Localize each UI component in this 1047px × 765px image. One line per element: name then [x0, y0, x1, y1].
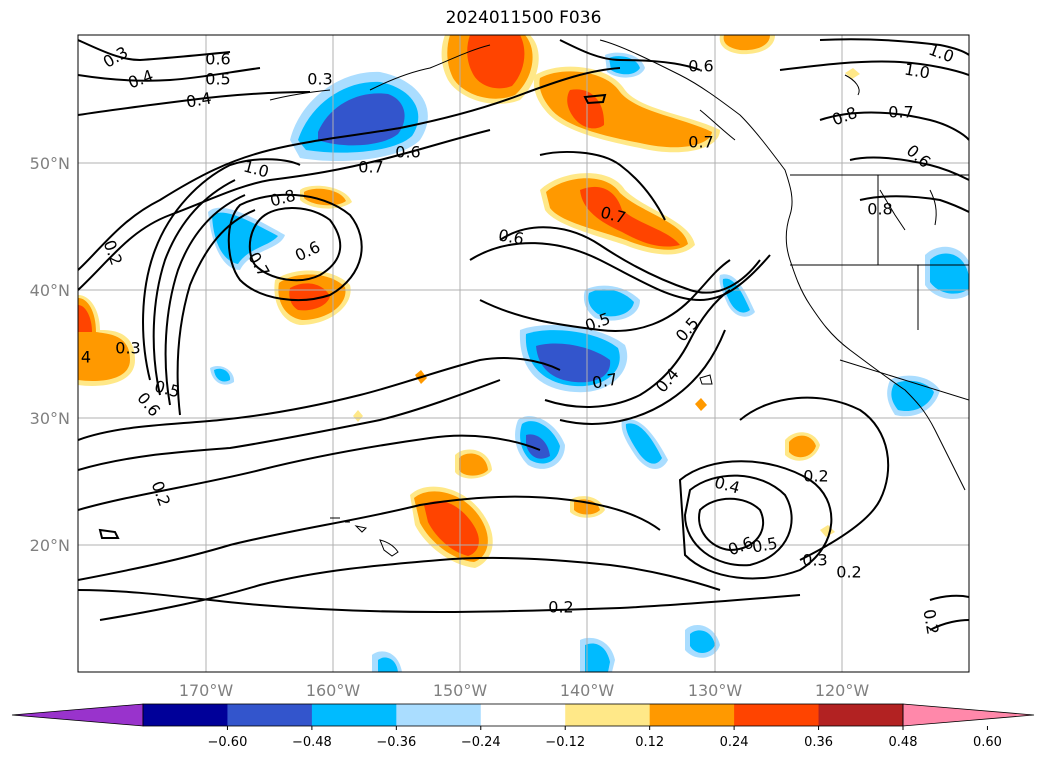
longitude-labels: 170°W 160°W 150°W 140°W 130°W 120°W [179, 681, 870, 700]
colorbar-tick-label: −0.36 [376, 735, 416, 750]
lon-label-140w: 140°W [560, 681, 615, 700]
coastlines [269, 39, 969, 557]
map-title: 2024011500 F036 [445, 8, 602, 28]
contour-label: 0.3 [802, 551, 827, 570]
contour-label: 0.2 [548, 598, 573, 617]
contour-label: 1.0 [903, 59, 931, 82]
contour-label: 0.5 [205, 70, 230, 89]
lon-label-150w: 150°W [433, 681, 488, 700]
contour-label: 0.4 [185, 88, 213, 111]
contour-label: 0.7 [591, 369, 619, 392]
colorbar-tick-label: −0.48 [292, 735, 332, 750]
contour-label: 0.6 [205, 50, 230, 69]
colorbar-segment [480, 704, 566, 726]
contour-label: 0.7 [688, 133, 713, 152]
contour-label: 0.2 [919, 608, 942, 636]
contour-label: 0.8 [867, 200, 892, 219]
colorbar-frame [142, 703, 904, 727]
colorbar-segment [227, 704, 313, 726]
colorbar-tick-label: 0.12 [635, 735, 664, 750]
contour-label: 0.7 [888, 103, 913, 122]
graticule [78, 35, 969, 672]
lat-label-20: 20°N [30, 536, 70, 555]
colorbar-tick-label: −0.12 [545, 735, 585, 750]
lat-label-30: 30°N [30, 409, 70, 428]
map-frame [77, 34, 970, 673]
colorbar-extend-high [902, 703, 1035, 727]
colorbar-segment [818, 704, 904, 726]
colorbar-tick-label: 0.24 [720, 735, 749, 750]
colorbar-segment [143, 704, 228, 726]
contour-label: 0.7 [358, 158, 383, 177]
lon-label-130w: 130°W [688, 681, 743, 700]
lon-label-160w: 160°W [306, 681, 361, 700]
colorbar-segment [311, 704, 397, 726]
colorbar-tick-label: 0.60 [973, 735, 1002, 750]
lon-label-170w: 170°W [179, 681, 234, 700]
contour-label: 0.2 [836, 563, 861, 582]
contour-label: 0.6 [395, 143, 420, 162]
latitude-labels: 50°N 40°N 30°N 20°N [30, 154, 70, 555]
contour-label: 4 [81, 348, 91, 367]
contour-lines [78, 38, 969, 631]
colorbar-segment [734, 704, 820, 726]
lat-label-50: 50°N [30, 154, 70, 173]
colorbar-segment [396, 704, 482, 726]
contour-label: 0.6 [497, 225, 525, 248]
colorbar-tick-label: 0.48 [889, 735, 918, 750]
colorbar-segment [565, 704, 651, 726]
contour-label: 0.2 [803, 467, 828, 486]
colorbar-segment [649, 704, 735, 726]
colorbar-extend-low [11, 703, 144, 727]
contour-label: 0.3 [115, 339, 140, 358]
colorbar-tick-label: −0.24 [461, 735, 501, 750]
contour-label: 0.6 [688, 57, 713, 76]
colorbar: −0.60 −0.48 −0.36 −0.24 −0.12 0.12 0.24 0.36 0.4… [11, 703, 1035, 750]
lat-label-40: 40°N [30, 281, 70, 300]
colorbar-tick-label: −0.60 [208, 735, 248, 750]
lon-label-120w: 120°W [815, 681, 870, 700]
contour-label: 0.3 [307, 70, 332, 89]
contour-label: 0.5 [751, 533, 779, 556]
colorbar-tick-label: 0.36 [804, 735, 833, 750]
